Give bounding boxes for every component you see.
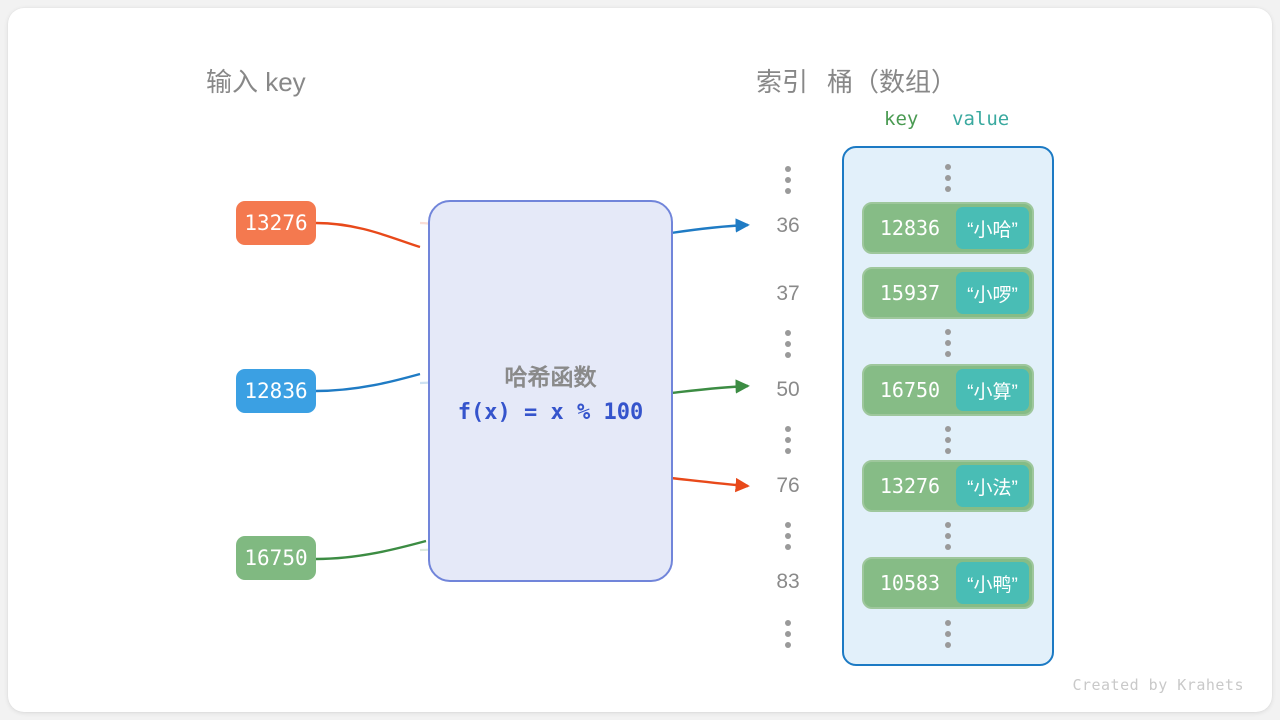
bucket-entry-key: 13276 bbox=[867, 465, 953, 507]
subheading-value: value bbox=[952, 108, 1010, 130]
index-ellipsis bbox=[785, 330, 791, 358]
index-ellipsis bbox=[785, 522, 791, 550]
bucket-entry-value: “小哈” bbox=[956, 207, 1029, 249]
bucket-entry-key: 10583 bbox=[867, 562, 953, 604]
heading-input-key: 输入 key bbox=[206, 67, 306, 97]
bucket-entry[interactable]: 15937 “小啰” bbox=[862, 267, 1034, 319]
subheading-key: key bbox=[884, 108, 919, 130]
hash-function-title: 哈希函数 bbox=[504, 364, 597, 390]
wire-green-in bbox=[315, 539, 427, 561]
bucket-entry[interactable]: 12836 “小哈” bbox=[862, 202, 1034, 254]
bucket-entry[interactable]: 16750 “小算” bbox=[862, 364, 1034, 416]
bucket-ellipsis bbox=[945, 164, 951, 192]
index-label[interactable]: 37 bbox=[776, 282, 800, 305]
hash-function-formula: f(x) = x % 100 bbox=[457, 400, 644, 425]
wire-orange-in bbox=[315, 221, 421, 249]
index-label[interactable]: 83 bbox=[776, 570, 800, 593]
index-label[interactable]: 50 bbox=[776, 378, 800, 401]
hash-function-box bbox=[428, 200, 673, 582]
bucket-entry-value: “小法” bbox=[956, 465, 1029, 507]
heading-index: 索引 bbox=[756, 67, 809, 97]
bucket-ellipsis bbox=[945, 522, 951, 550]
input-key-chip[interactable]: 16750 bbox=[236, 536, 316, 580]
bucket-entry-value: “小算” bbox=[956, 369, 1029, 411]
bucket-ellipsis bbox=[945, 620, 951, 648]
diagram-card: 输入 key 索引 桶（数组） key value 13276 12836 16… bbox=[8, 8, 1272, 712]
bucket-entry-value: “小鸭” bbox=[956, 562, 1029, 604]
diagram-stage: 输入 key 索引 桶（数组） key value 13276 12836 16… bbox=[8, 8, 1272, 712]
wire-blue-in bbox=[315, 372, 421, 393]
index-label[interactable]: 36 bbox=[776, 214, 800, 237]
bucket-entry-key: 16750 bbox=[867, 369, 953, 411]
bucket-entry[interactable]: 13276 “小法” bbox=[862, 460, 1034, 512]
input-key-chip[interactable]: 12836 bbox=[236, 369, 316, 413]
index-ellipsis bbox=[785, 426, 791, 454]
heading-bucket: 桶（数组） bbox=[826, 67, 958, 97]
bucket-ellipsis bbox=[945, 329, 951, 357]
credit-text: Created by Krahets bbox=[1072, 676, 1244, 694]
bucket-entry[interactable]: 10583 “小鸭” bbox=[862, 557, 1034, 609]
wire-orange-out bbox=[670, 476, 750, 493]
wire-green-out bbox=[670, 379, 750, 395]
index-ellipsis bbox=[785, 166, 791, 194]
bucket-entry-key: 15937 bbox=[867, 272, 953, 314]
index-ellipsis bbox=[785, 620, 791, 648]
bucket-entry-value: “小啰” bbox=[956, 272, 1029, 314]
input-key-chip[interactable]: 13276 bbox=[236, 201, 316, 245]
bucket-ellipsis bbox=[945, 426, 951, 454]
wire-blue-out bbox=[670, 218, 750, 235]
index-label[interactable]: 76 bbox=[776, 474, 800, 497]
bucket-entry-key: 12836 bbox=[867, 207, 953, 249]
